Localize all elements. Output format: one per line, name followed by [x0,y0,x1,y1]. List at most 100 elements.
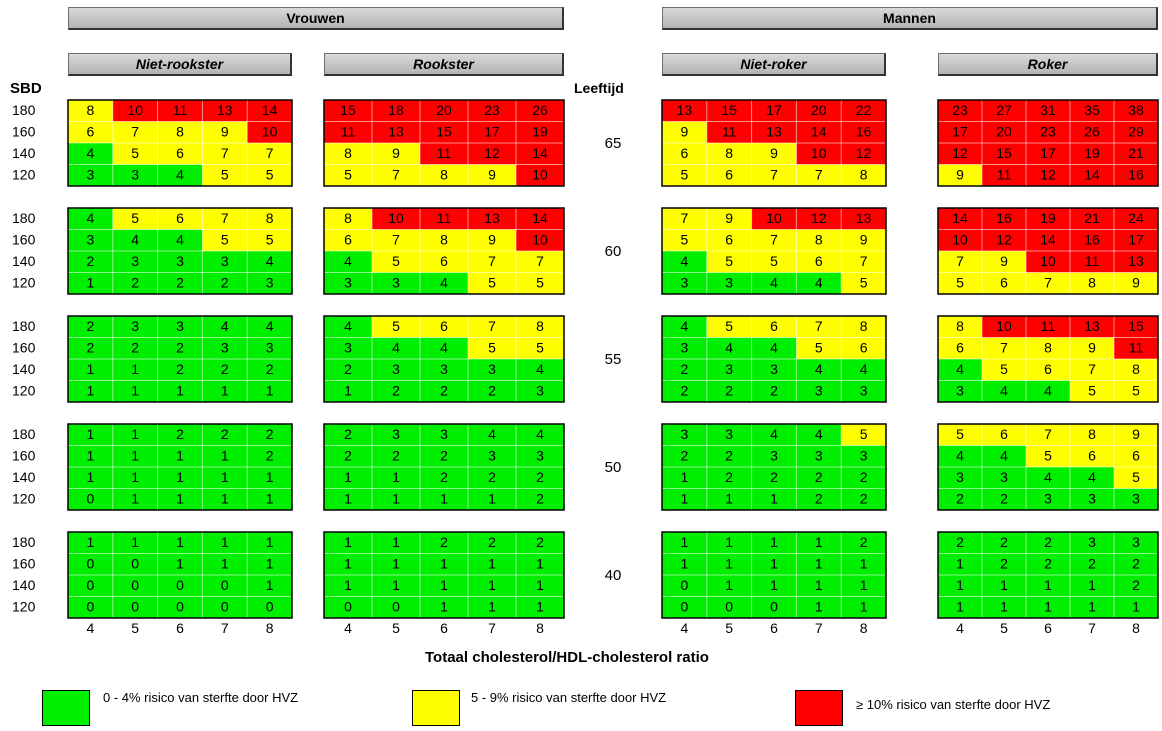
cell-value: 1 [131,469,139,485]
heat-cell [938,424,983,446]
sbd-tick: 120 [12,599,36,615]
heat-cell [982,337,1027,360]
heat-cell [420,488,469,511]
heat-cell [420,380,469,403]
heat-cell [982,251,1027,273]
heat-cell [324,143,373,165]
cell-value: 0 [87,491,95,507]
cell-value: 5 [392,253,400,269]
heat-cell [247,143,293,165]
heat-cell [796,575,842,597]
heat-cell [420,575,469,597]
cell-value: 4 [221,318,229,334]
cell-value: 1 [1000,577,1008,593]
cell-value: 9 [681,124,689,140]
heat-cell [1026,251,1071,273]
cell-value: 10 [996,318,1012,334]
cell-value: 17 [1040,145,1056,161]
heat-cell [706,229,753,252]
heat-cell [1070,575,1115,597]
heat-cell [112,445,159,468]
heat-cell [202,100,248,122]
heat-cell [112,553,159,576]
heat-cell [938,229,983,252]
cell-value: 5 [956,426,964,442]
cell-value: 1 [681,556,689,572]
cell-value: 3 [221,340,229,356]
cell-value: 2 [956,534,964,550]
heat-cell [202,359,248,381]
cell-value: 1 [440,491,448,507]
heat-cell [796,208,842,230]
cell-value: 4 [1044,383,1052,399]
cell-value: 9 [860,232,868,248]
heat-cell [202,445,248,468]
cell-value: 3 [488,448,496,464]
cell-value: 8 [725,145,733,161]
cell-value: 8 [1044,340,1052,356]
cell-value: 9 [1088,340,1096,356]
x-tick: 5 [131,620,139,636]
cell-value: 2 [1000,491,1008,507]
heat-cell [157,316,203,338]
sbd-label: SBD [10,80,42,97]
sbd-tick: 160 [12,232,36,248]
cell-value: 2 [131,275,139,291]
cell-value: 2 [1088,556,1096,572]
heat-cell [68,337,114,360]
heat-cell [468,424,517,446]
heat-cell [706,424,753,446]
heat-cell [938,553,983,576]
sbd-tick: 180 [12,318,36,334]
heat-cell [247,424,293,446]
cell-value: 0 [87,599,95,615]
heat-cell [1026,532,1071,554]
cell-value: 1 [770,577,778,593]
legend-green-label: 0 - 4% risico van sterfte door HVZ [103,690,299,705]
cell-value: 5 [131,145,139,161]
panel-border [323,99,565,187]
cell-value: 9 [956,167,964,183]
cell-value: 3 [770,448,778,464]
heat-cell [938,121,983,144]
cell-value: 0 [87,577,95,593]
heat-cell [157,359,203,381]
heat-cell [796,532,842,554]
cell-value: 0 [131,556,139,572]
cell-value: 6 [725,232,733,248]
heat-cell [1114,143,1159,165]
cell-value: 2 [860,469,868,485]
heat-cell [247,121,293,144]
cell-value: 3 [536,448,544,464]
cell-value: 1 [488,556,496,572]
heat-cell [706,208,753,230]
heat-cell [420,143,469,165]
cell-value: 7 [1088,361,1096,377]
heat-cell [938,488,983,511]
heat-cell [1070,121,1115,144]
heat-cell [468,488,517,511]
cell-value: 3 [1000,469,1008,485]
cell-value: 2 [440,383,448,399]
cell-value: 10 [811,145,827,161]
cell-value: 8 [266,210,274,226]
cell-value: 5 [1044,448,1052,464]
heat-cell [112,251,159,273]
cell-value: 1 [344,469,352,485]
heat-cell [1114,575,1159,597]
heat-cell [112,380,159,403]
cell-value: 5 [1088,383,1096,399]
cell-value: 1 [956,556,964,572]
cell-value: 0 [176,577,184,593]
cell-value: 19 [532,124,548,140]
header-rookster: Rookster [324,53,564,76]
heat-cell [1114,251,1159,273]
heat-cell [157,208,203,230]
heat-cell [1114,272,1159,295]
heat-cell [982,445,1027,468]
cell-value: 2 [770,469,778,485]
heat-cell [982,467,1027,489]
heat-cell [1070,467,1115,489]
cell-value: 2 [266,426,274,442]
cell-value: 2 [1132,556,1140,572]
